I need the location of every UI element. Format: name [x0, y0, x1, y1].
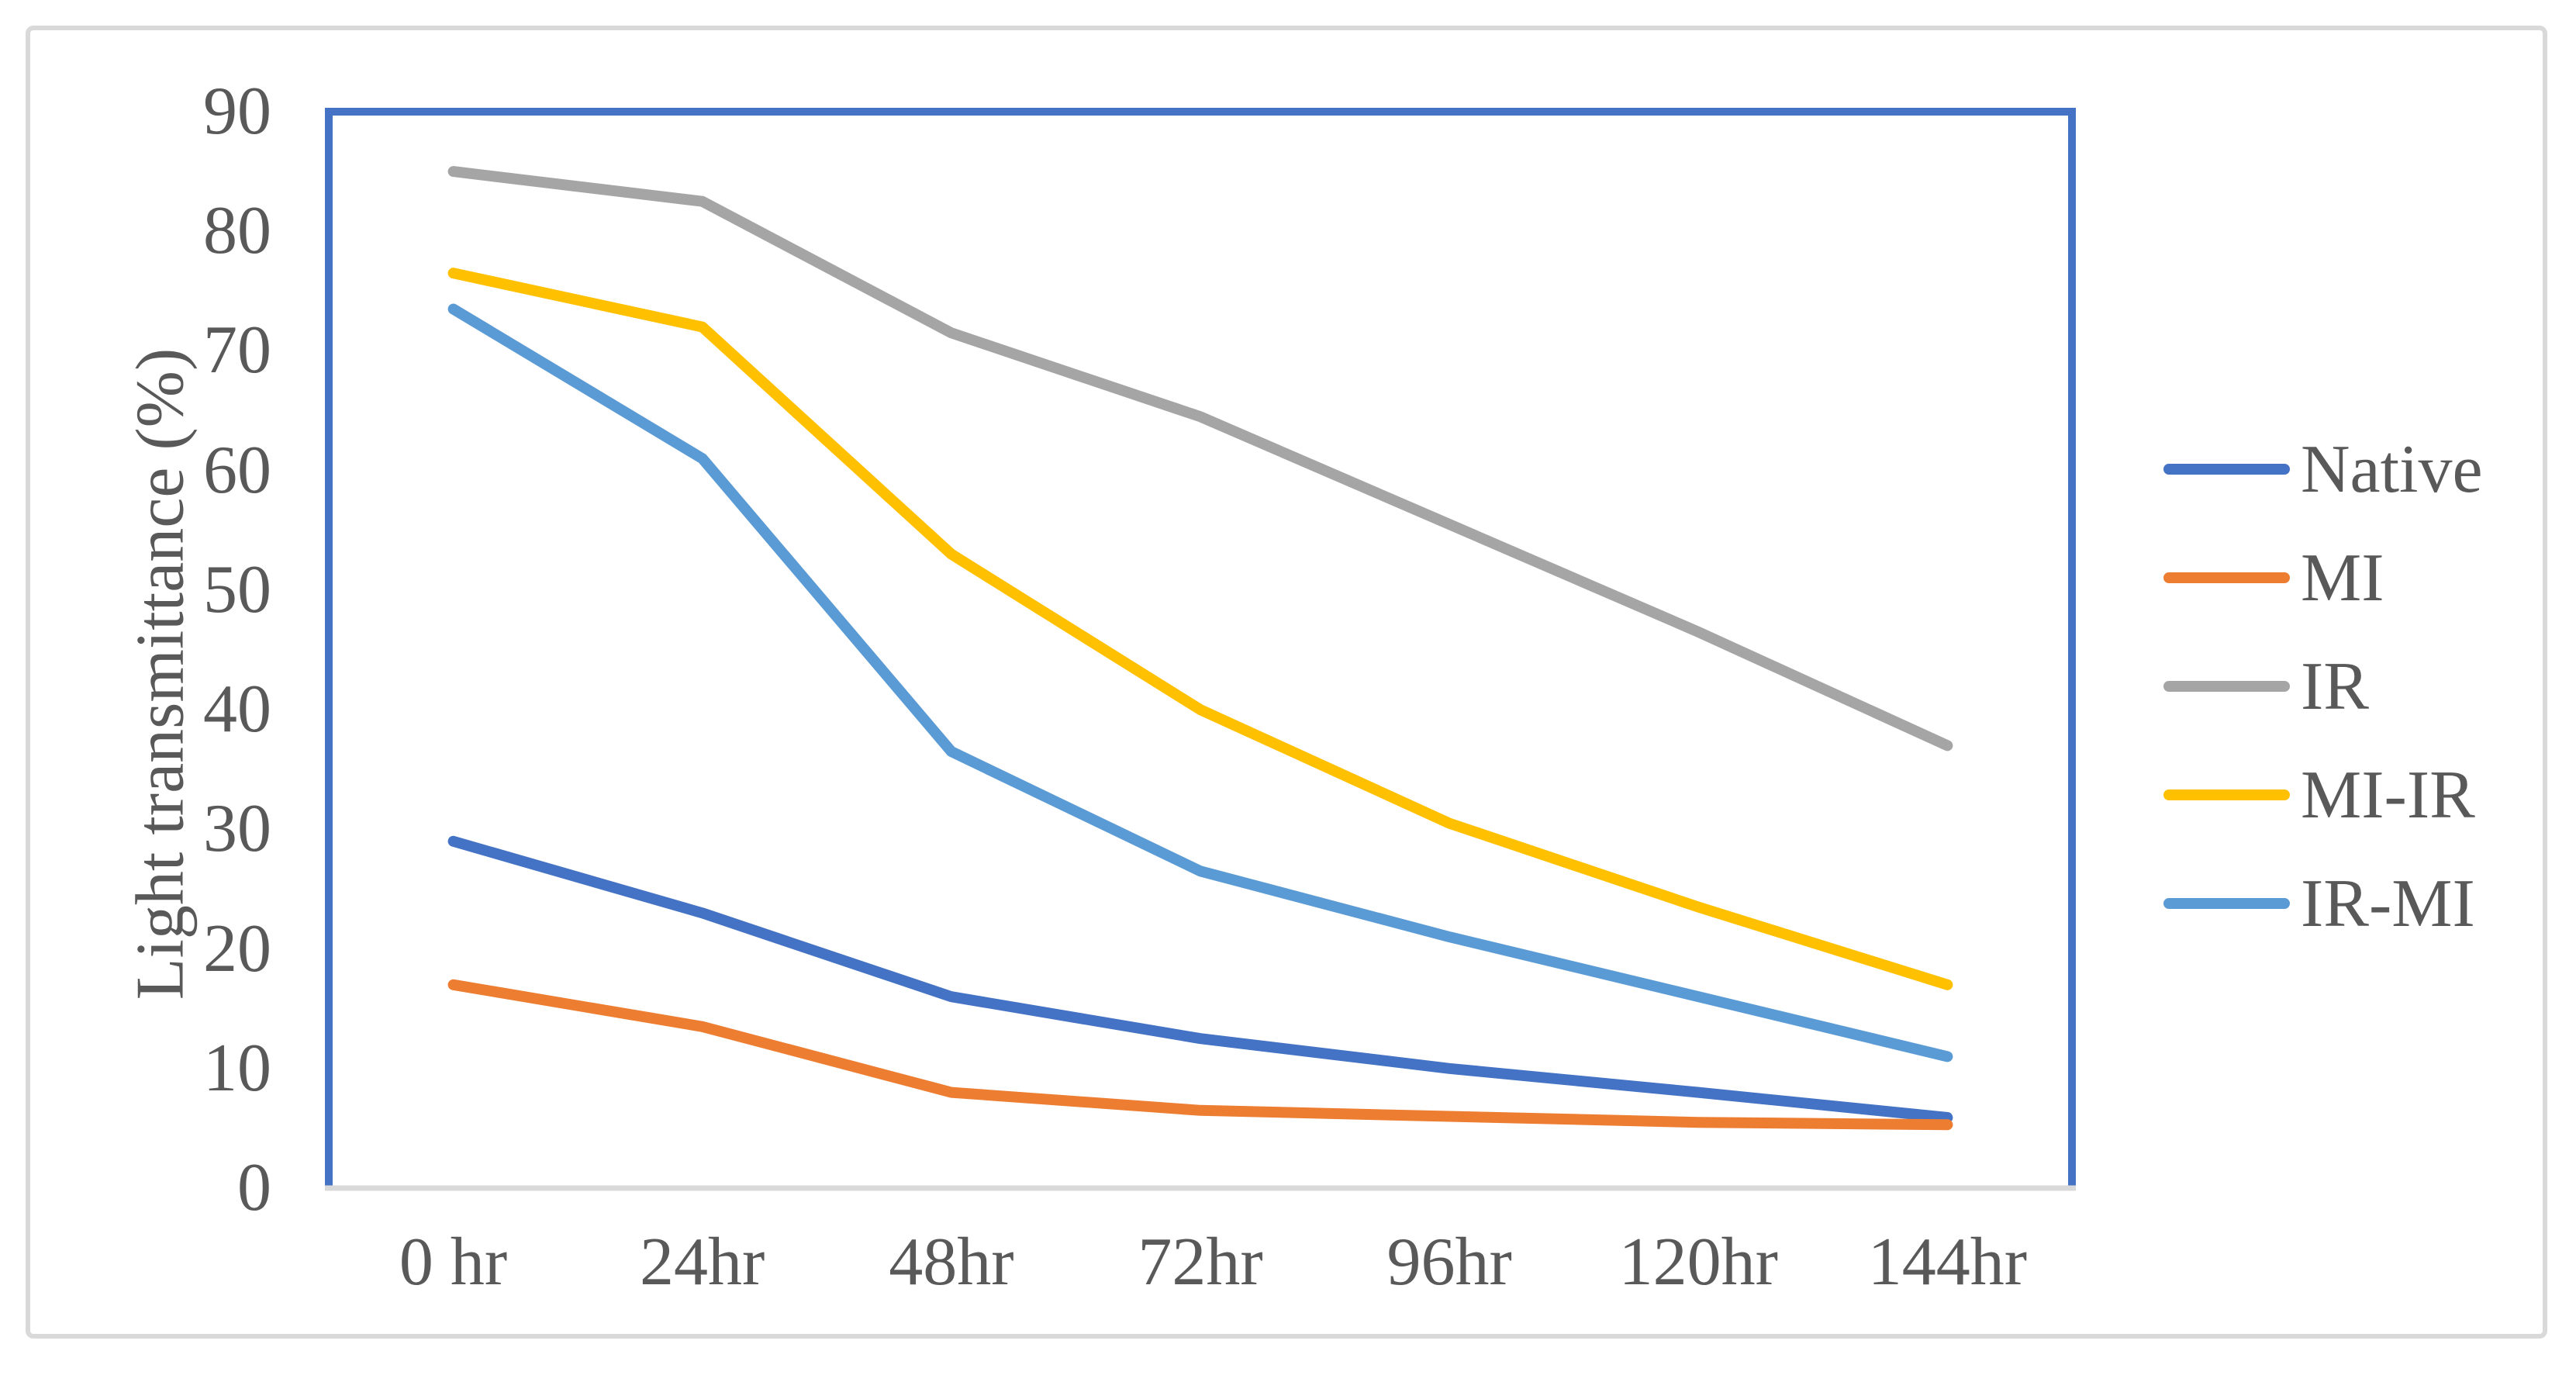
y-tick-label-50: 50	[203, 551, 271, 627]
legend-item-ir: IR	[2163, 632, 2483, 741]
y-tick-label-10: 10	[203, 1030, 271, 1106]
x-tick-label-3: 72hr	[1138, 1225, 1263, 1300]
legend: Native MI IR MI-IR IR-MI	[2163, 415, 2483, 958]
x-tick-label-0: 0 hr	[399, 1225, 508, 1300]
plot-border	[325, 108, 2076, 1188]
x-tick-label-1: 24hr	[640, 1225, 765, 1300]
legend-line-sample-icon	[2163, 898, 2290, 909]
x-tick-label-6: 144hr	[1867, 1225, 2028, 1300]
legend-line-sample-icon	[2163, 789, 2290, 800]
y-tick-label-90: 90	[203, 74, 271, 149]
legend-label: MI	[2301, 540, 2384, 616]
x-tick-label-4: 96hr	[1386, 1225, 1512, 1300]
y-tick-label-40: 40	[203, 672, 271, 748]
series-line-ir	[447, 166, 1953, 751]
y-tick-label-20: 20	[203, 910, 271, 986]
legend-label: IR	[2301, 648, 2369, 724]
x-tick-label-2: 48hr	[889, 1225, 1014, 1300]
figure-border	[26, 26, 2547, 1339]
y-tick-label-0: 0	[237, 1150, 271, 1225]
legend-label: Native	[2301, 431, 2483, 507]
x-tick-label-5: 120hr	[1618, 1225, 1778, 1300]
legend-line-sample-icon	[2163, 681, 2290, 692]
legend-label: MI-IR	[2301, 757, 2475, 833]
series-line-mi	[447, 979, 1953, 1131]
y-tick-label-70: 70	[203, 313, 271, 389]
series-line-native	[447, 835, 1953, 1123]
legend-item-mi: MI	[2163, 523, 2483, 632]
legend-label: IR-MI	[2301, 865, 2475, 941]
y-tick-label-80: 80	[203, 193, 271, 269]
legend-item-mi-ir: MI-IR	[2163, 741, 2483, 849]
legend-line-sample-icon	[2163, 464, 2290, 475]
y-tick-label-30: 30	[203, 791, 271, 867]
legend-line-sample-icon	[2163, 572, 2290, 583]
series-line-mi-ir	[447, 268, 1953, 990]
legend-item-ir-mi: IR-MI	[2163, 849, 2483, 958]
series-line-ir-mi	[447, 303, 1953, 1062]
y-tick-label-60: 60	[203, 432, 271, 508]
legend-item-native: Native	[2163, 415, 2483, 523]
